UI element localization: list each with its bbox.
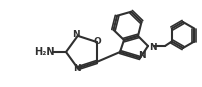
Text: N: N bbox=[149, 43, 157, 52]
Text: O: O bbox=[94, 37, 102, 46]
Text: H₂N: H₂N bbox=[34, 47, 54, 57]
Text: N: N bbox=[138, 52, 146, 60]
Text: N: N bbox=[72, 30, 80, 39]
Text: N: N bbox=[73, 64, 81, 73]
